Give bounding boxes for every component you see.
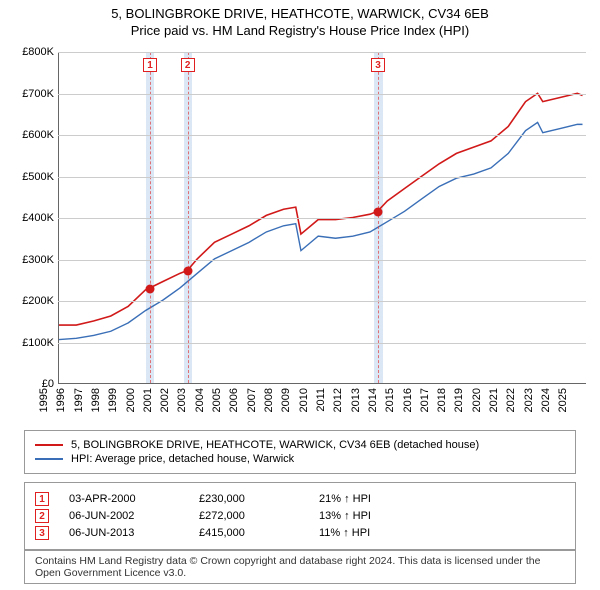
transaction-row-marker: 3 xyxy=(35,526,49,540)
chart-area: 123 £0£100K£200K£300K£400K£500K£600K£700… xyxy=(8,48,592,424)
series-property xyxy=(59,93,583,325)
gridline xyxy=(58,218,586,219)
transaction-delta: 21% ↑ HPI xyxy=(319,493,565,505)
chart-title-address: 5, BOLINGBROKE DRIVE, HEATHCOTE, WARWICK… xyxy=(0,6,600,21)
y-tick-label: £200K xyxy=(8,295,54,307)
transaction-marker: 2 xyxy=(181,58,195,72)
legend-item: 5, BOLINGBROKE DRIVE, HEATHCOTE, WARWICK… xyxy=(35,439,565,451)
chart-subtitle: Price paid vs. HM Land Registry's House … xyxy=(0,23,600,38)
gridline xyxy=(58,260,586,261)
legend-item: HPI: Average price, detached house, Warw… xyxy=(35,453,565,465)
y-tick-label: £700K xyxy=(8,88,54,100)
transaction-row-marker: 2 xyxy=(35,509,49,523)
transaction-marker: 3 xyxy=(371,58,385,72)
transaction-point xyxy=(146,284,155,293)
chart-titles: 5, BOLINGBROKE DRIVE, HEATHCOTE, WARWICK… xyxy=(0,0,600,38)
y-tick-label: £500K xyxy=(8,171,54,183)
y-tick-label: £800K xyxy=(8,46,54,58)
transaction-date: 06-JUN-2013 xyxy=(69,527,189,539)
transaction-row-marker: 1 xyxy=(35,492,49,506)
transaction-row: 3 06-JUN-2013 £415,000 11% ↑ HPI xyxy=(35,526,565,540)
transactions-table: 1 03-APR-2000 £230,000 21% ↑ HPI 2 06-JUN-200… xyxy=(24,482,576,550)
legend-box: 5, BOLINGBROKE DRIVE, HEATHCOTE, WARWICK… xyxy=(24,430,576,474)
transaction-point xyxy=(374,207,383,216)
legend-swatch xyxy=(35,444,63,446)
y-tick-label: £400K xyxy=(8,212,54,224)
gridline xyxy=(58,177,586,178)
transaction-price: £272,000 xyxy=(199,510,309,522)
gridline xyxy=(58,52,586,53)
legend-and-transactions: 5, BOLINGBROKE DRIVE, HEATHCOTE, WARWICK… xyxy=(24,430,576,550)
transaction-price: £415,000 xyxy=(199,527,309,539)
x-tick-label: 2025 xyxy=(557,388,597,412)
gridline xyxy=(58,94,586,95)
transaction-delta: 13% ↑ HPI xyxy=(319,510,565,522)
gridline xyxy=(58,135,586,136)
legend-label: 5, BOLINGBROKE DRIVE, HEATHCOTE, WARWICK… xyxy=(71,439,479,451)
legend-label: HPI: Average price, detached house, Warw… xyxy=(71,453,294,465)
y-tick-label: £600K xyxy=(8,129,54,141)
gridline xyxy=(58,343,586,344)
series-hpi xyxy=(59,122,583,339)
y-tick-label: £300K xyxy=(8,254,54,266)
transaction-date: 03-APR-2000 xyxy=(69,493,189,505)
legend-swatch xyxy=(35,458,63,460)
transaction-delta: 11% ↑ HPI xyxy=(319,527,565,539)
transaction-row: 2 06-JUN-2002 £272,000 13% ↑ HPI xyxy=(35,509,565,523)
gridline xyxy=(58,301,586,302)
transaction-date: 06-JUN-2002 xyxy=(69,510,189,522)
transaction-row: 1 03-APR-2000 £230,000 21% ↑ HPI xyxy=(35,492,565,506)
transaction-marker: 1 xyxy=(143,58,157,72)
y-tick-label: £100K xyxy=(8,337,54,349)
transaction-price: £230,000 xyxy=(199,493,309,505)
transaction-point xyxy=(183,267,192,276)
attribution-footer: Contains HM Land Registry data © Crown c… xyxy=(24,550,576,584)
chart-container: 5, BOLINGBROKE DRIVE, HEATHCOTE, WARWICK… xyxy=(0,0,600,590)
